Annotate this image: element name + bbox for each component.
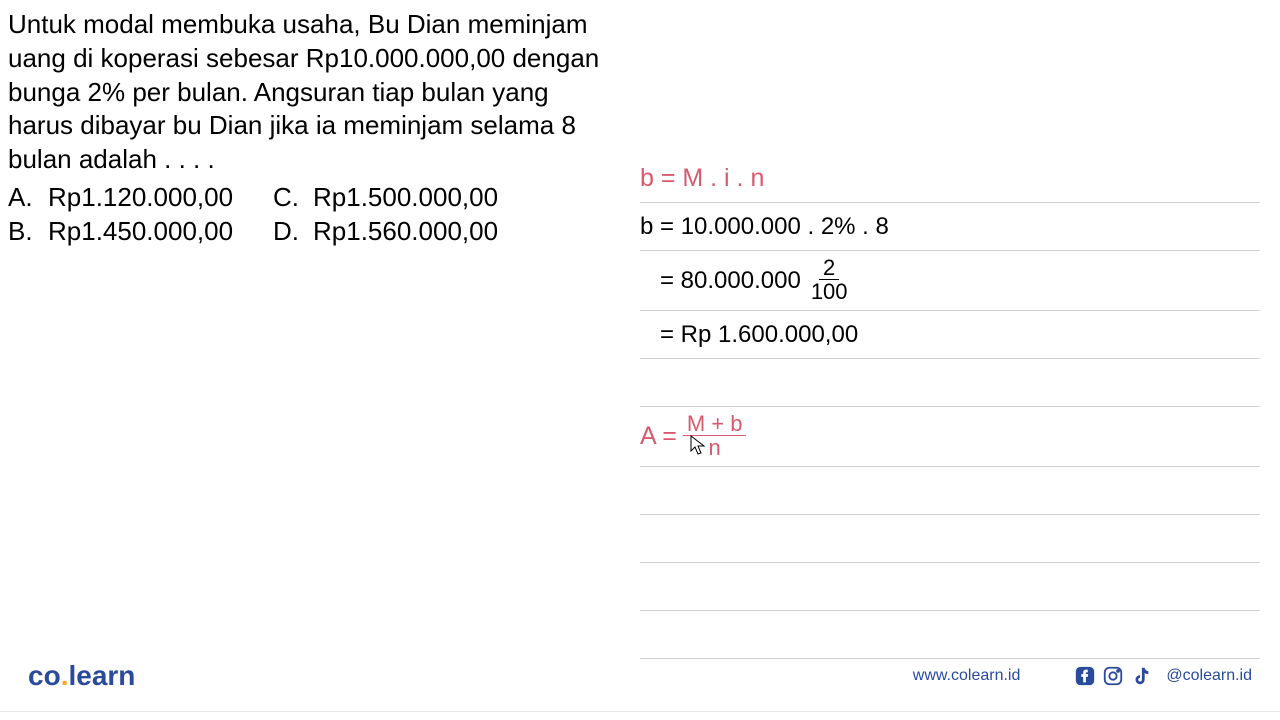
option-b-label: B.: [8, 215, 48, 249]
options-block: A. Rp1.120.000,00 C. Rp1.500.000,00 B. R…: [8, 181, 608, 249]
fraction-2-over-100: 2 100: [807, 257, 852, 304]
work-line-empty-3: [640, 515, 1260, 563]
fraction-num: 2: [819, 257, 839, 280]
option-c-value: Rp1.500.000,00: [313, 181, 538, 215]
question-block: Untuk modal membuka usaha, Bu Dian memin…: [8, 8, 608, 249]
logo-co: co: [28, 660, 61, 691]
logo-learn: learn: [68, 660, 135, 691]
work-line-empty-5: [640, 611, 1260, 659]
work-line-2: b = 10.000.000 . 2% . 8: [640, 203, 1260, 251]
work-line-formula1: b = M . i . n: [640, 155, 1260, 203]
website-url: www.colearn.id: [913, 667, 1021, 685]
work-line-3: = 80.000.000 2 100: [640, 251, 1260, 311]
work-line-empty-2: [640, 467, 1260, 515]
options-row-2: B. Rp1.450.000,00 D. Rp1.560.000,00: [8, 215, 608, 249]
calc-line-3-prefix: = 80.000.000: [640, 267, 801, 295]
option-d-label: D.: [273, 215, 313, 249]
tiktok-icon: [1130, 665, 1152, 687]
calc-line-2: b = 10.000.000 . 2% . 8: [640, 213, 889, 241]
footer: co.learn www.colearn.id @colearn.id: [0, 660, 1280, 692]
option-b-value: Rp1.450.000,00: [48, 215, 273, 249]
bottom-divider: [0, 711, 1280, 712]
fraction-den: 100: [807, 280, 852, 304]
option-c-label: C.: [273, 181, 313, 215]
fraction-m-plus-b-over-n: M + b n: [683, 413, 747, 460]
calc-line-4: = Rp 1.600.000,00: [640, 321, 858, 349]
work-area: b = M . i . n b = 10.000.000 . 2% . 8 = …: [640, 155, 1260, 659]
work-line-empty-4: [640, 563, 1260, 611]
question-text: Untuk modal membuka usaha, Bu Dian memin…: [8, 8, 608, 177]
social-handle: @colearn.id: [1166, 667, 1252, 685]
instagram-icon: [1102, 665, 1124, 687]
option-d-value: Rp1.560.000,00: [313, 215, 538, 249]
footer-right: www.colearn.id @colearn.id: [913, 665, 1252, 687]
options-row-1: A. Rp1.120.000,00 C. Rp1.500.000,00: [8, 181, 608, 215]
formula-a-den: n: [705, 436, 725, 460]
facebook-icon: [1074, 665, 1096, 687]
social-icons: [1074, 665, 1152, 687]
formula-a-lhs: A =: [640, 422, 677, 451]
work-line-empty-1: [640, 359, 1260, 407]
formula-a-num: M + b: [683, 413, 747, 436]
work-line-4: = Rp 1.600.000,00: [640, 311, 1260, 359]
formula-b: b = M . i . n: [640, 164, 764, 193]
option-a-value: Rp1.120.000,00: [48, 181, 273, 215]
option-a-label: A.: [8, 181, 48, 215]
work-line-formula2: A = M + b n: [640, 407, 1260, 467]
logo: co.learn: [28, 660, 135, 692]
